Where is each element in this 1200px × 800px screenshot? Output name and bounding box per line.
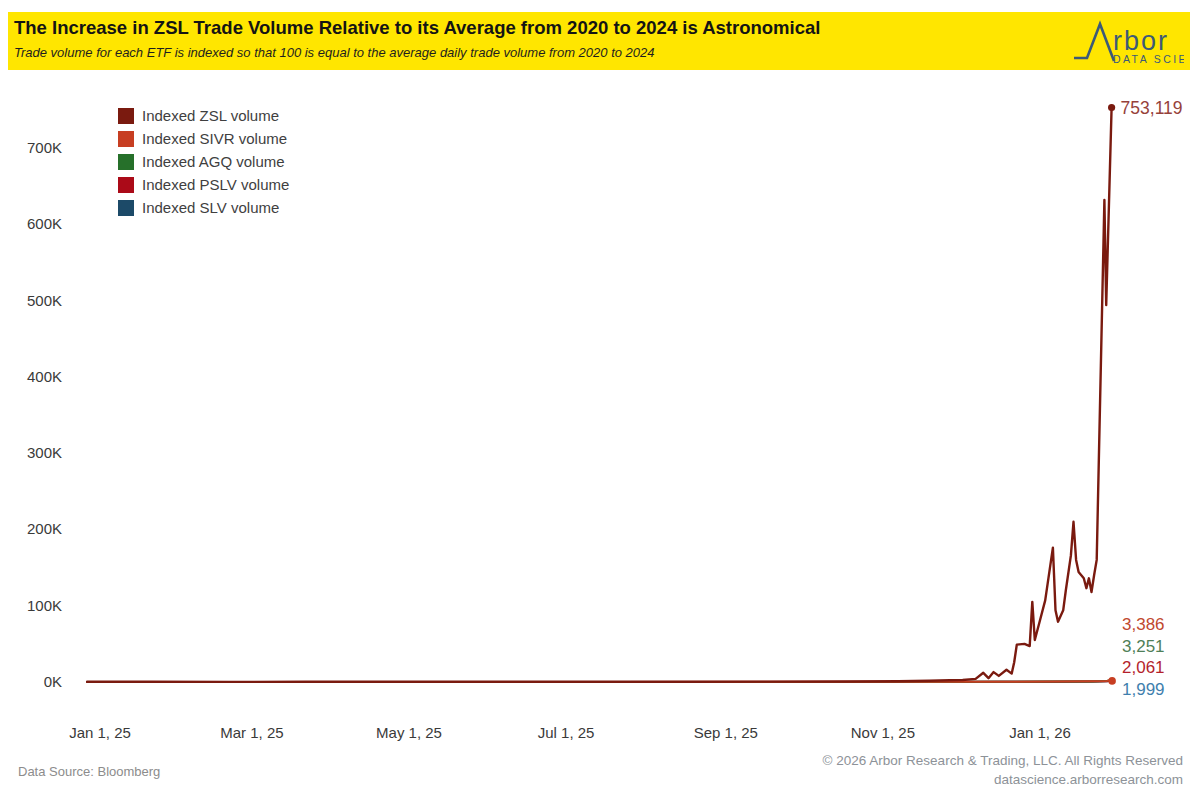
x-axis-tick-label: Sep 1, 25 [694, 724, 758, 741]
legend: Indexed ZSL volume Indexed SIVR volume Ind… [118, 104, 289, 219]
y-axis-tick-label: 500K [27, 292, 62, 309]
y-axis-tick-label: 100K [27, 597, 62, 614]
legend-item-sivr: Indexed SIVR volume [118, 127, 289, 150]
website-text: datascience.arborresearch.com [823, 770, 1183, 789]
legend-item-label: Indexed SLV volume [142, 199, 279, 216]
page-subtitle: Trade volume for each ETF is indexed so … [14, 45, 655, 60]
x-axis-tick-label: Mar 1, 25 [220, 724, 283, 741]
pslv-swatch-icon [118, 177, 134, 193]
agq-swatch-icon [118, 154, 134, 170]
y-axis-tick-label: 600K [27, 215, 62, 232]
y-axis-tick-label: 200K [27, 520, 62, 537]
y-axis-tick-label: 0K [44, 673, 62, 690]
legend-item-label: Indexed SIVR volume [142, 130, 287, 147]
zsl-end-label: 753,119 [1121, 98, 1183, 118]
legend-item-label: Indexed AGQ volume [142, 153, 285, 170]
legend-item-slv: Indexed SLV volume [118, 196, 289, 219]
x-axis-tick-label: Jan 1, 25 [69, 724, 131, 741]
baseline-end-dot [1108, 677, 1116, 685]
logo-peak-icon [1074, 24, 1114, 61]
slv-swatch-icon [118, 200, 134, 216]
slv-end-label: 1,999 [1122, 680, 1165, 699]
sivr-end-label: 3,386 [1122, 615, 1165, 634]
arbor-data-science-logo: rbor DATA SCIENCE [1072, 17, 1184, 67]
agq-end-label: 3,251 [1122, 637, 1165, 656]
zsl-swatch-icon [118, 108, 134, 124]
pslv-end-label: 2,061 [1122, 658, 1165, 677]
x-axis-tick-label: Jan 1, 26 [1009, 724, 1071, 741]
legend-item-pslv: Indexed PSLV volume [118, 173, 289, 196]
copyright-text: © 2026 Arbor Research & Trading, LLC. Al… [823, 751, 1183, 770]
y-axis-tick-label: 300K [27, 444, 62, 461]
legend-item-zsl: Indexed ZSL volume [118, 104, 289, 127]
legend-item-agq: Indexed AGQ volume [118, 150, 289, 173]
y-axis-tick-label: 700K [27, 139, 62, 156]
sivr-swatch-icon [118, 131, 134, 147]
logo-brand-text: rbor [1113, 26, 1169, 56]
legend-item-label: Indexed ZSL volume [142, 107, 279, 124]
x-axis-tick-label: May 1, 25 [376, 724, 442, 741]
header-banner: The Increase in ZSL Trade Volume Relativ… [8, 12, 1190, 70]
data-source-note: Data Source: Bloomberg [18, 764, 160, 779]
y-axis-tick-label: 400K [27, 368, 62, 385]
chart-canvas: 0K 100K 200K 300K 400K 500K 600K 700K Jan 1, 25 M… [0, 0, 1200, 800]
legend-item-label: Indexed PSLV volume [142, 176, 289, 193]
x-axis-tick-label: Jul 1, 25 [538, 724, 595, 741]
x-axis-tick-label: Nov 1, 25 [851, 724, 915, 741]
page-title: The Increase in ZSL Trade Volume Relativ… [14, 17, 820, 39]
footer-credits: © 2026 Arbor Research & Trading, LLC. Al… [823, 751, 1183, 789]
logo-tagline-text: DATA SCIENCE [1113, 53, 1184, 65]
zsl-end-dot [1108, 104, 1115, 111]
